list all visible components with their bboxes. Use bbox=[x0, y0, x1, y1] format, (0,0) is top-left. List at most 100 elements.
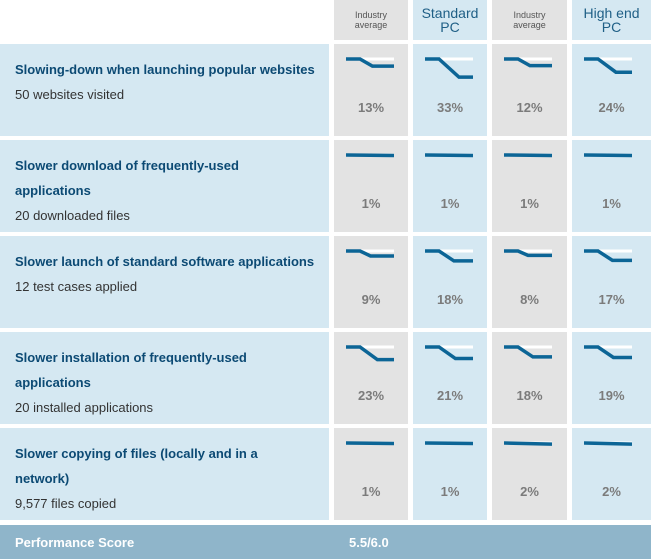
row-label: Slower installation of frequently-used a… bbox=[0, 332, 329, 424]
slowdown-line-icon bbox=[504, 153, 552, 158]
slowdown-line bbox=[504, 57, 552, 68]
row-subtitle: 20 downloaded files bbox=[15, 208, 130, 223]
slowdown-percent: 2% bbox=[520, 484, 539, 499]
slowdown-percent: 13% bbox=[357, 100, 385, 115]
slowdown-line-icon bbox=[425, 249, 473, 263]
table-row: Slowing-down when launching popular webs… bbox=[0, 44, 651, 136]
slowdown-line bbox=[584, 57, 632, 74]
slowdown-line bbox=[425, 345, 473, 361]
slowdown-line-icon bbox=[504, 441, 552, 446]
slowdown-line bbox=[346, 345, 394, 362]
slowdown-line-icon bbox=[584, 345, 632, 360]
slowdown-percent: 8% bbox=[520, 292, 539, 307]
slowdown-line bbox=[425, 441, 473, 446]
slowdown-percent: 1% bbox=[440, 484, 460, 499]
slowdown-percent: 24% bbox=[598, 100, 625, 115]
value-cell: 17% bbox=[572, 236, 651, 328]
row-title: Slower launch of standard software appli… bbox=[15, 254, 315, 269]
header-line: High end bbox=[583, 5, 640, 21]
value-cell: 13% bbox=[334, 44, 408, 136]
slowdown-percent: 23% bbox=[357, 388, 385, 403]
slowdown-line bbox=[584, 345, 632, 360]
slowdown-line bbox=[504, 441, 552, 446]
slowdown-line-icon bbox=[584, 249, 632, 263]
slowdown-percent: 12% bbox=[516, 100, 543, 115]
slowdown-line bbox=[504, 249, 552, 258]
row-title: Slowing-down when launching popular webs… bbox=[15, 62, 315, 77]
row-label: Slowing-down when launching popular webs… bbox=[0, 44, 329, 136]
header-line: average bbox=[354, 20, 388, 30]
value-cell: 1% bbox=[334, 140, 408, 232]
slowdown-line-icon bbox=[584, 57, 632, 74]
slowdown-percent: 1% bbox=[520, 196, 539, 211]
slowdown-line bbox=[346, 57, 394, 68]
value-cell: 18% bbox=[492, 332, 567, 424]
row-label: Slower launch of standard software appli… bbox=[0, 236, 329, 328]
slowdown-line-icon bbox=[504, 249, 552, 258]
value-cell: 8% bbox=[492, 236, 567, 328]
slowdown-line-icon bbox=[584, 153, 632, 158]
slowdown-percent: 1% bbox=[361, 484, 381, 499]
value-cell: 1% bbox=[492, 140, 567, 232]
slowdown-percent: 1% bbox=[361, 196, 381, 211]
value-cell: 2% bbox=[492, 428, 567, 520]
slowdown-line-icon bbox=[346, 441, 394, 446]
slowdown-line-icon bbox=[346, 345, 394, 362]
slowdown-percent: 18% bbox=[516, 388, 543, 403]
slowdown-line bbox=[425, 249, 473, 263]
slowdown-line-icon bbox=[504, 57, 552, 68]
value-cell: 12% bbox=[492, 44, 567, 136]
header-line: Industry bbox=[513, 10, 546, 20]
table-row: Slower download of frequently-used appli… bbox=[0, 140, 651, 232]
slowdown-percent: 1% bbox=[440, 196, 460, 211]
slowdown-percent: 2% bbox=[602, 484, 621, 499]
value-cell: 24% bbox=[572, 44, 651, 136]
slowdown-line-icon bbox=[425, 57, 473, 79]
slowdown-line-icon bbox=[504, 345, 552, 359]
slowdown-line bbox=[584, 153, 632, 158]
header-industry-average-1: Industry average bbox=[334, 0, 408, 40]
row-title: Slower copying of files (locally and in … bbox=[15, 446, 258, 486]
performance-score-bar: Performance Score 5.5/6.0 bbox=[0, 525, 651, 559]
performance-score-label: Performance Score bbox=[15, 535, 135, 550]
slowdown-line-icon bbox=[346, 57, 394, 68]
slowdown-line-icon bbox=[346, 249, 394, 258]
row-subtitle: 9,577 files copied bbox=[15, 496, 117, 511]
value-cell: 1% bbox=[413, 428, 487, 520]
value-cell: 2% bbox=[572, 428, 651, 520]
value-cell: 1% bbox=[413, 140, 487, 232]
slowdown-percent: 33% bbox=[436, 100, 464, 115]
header-industry-average-2: Industry average bbox=[492, 0, 567, 40]
slowdown-line bbox=[346, 441, 394, 446]
row-subtitle: 12 test cases applied bbox=[15, 279, 138, 294]
header-line: PC bbox=[601, 19, 622, 35]
slowdown-line bbox=[504, 153, 552, 158]
value-cell: 23% bbox=[334, 332, 408, 424]
table-row: Slower installation of frequently-used a… bbox=[0, 332, 651, 424]
header-line: PC bbox=[440, 19, 460, 35]
slowdown-line-icon bbox=[425, 345, 473, 361]
header-high-end-pc: High end PC bbox=[572, 0, 651, 40]
row-title: Slower download of frequently-used appli… bbox=[15, 158, 239, 198]
slowdown-line-icon bbox=[584, 441, 632, 446]
slowdown-line bbox=[584, 441, 632, 446]
slowdown-percent: 18% bbox=[436, 292, 464, 307]
performance-score-value: 5.5/6.0 bbox=[349, 535, 389, 550]
header-line: Industry bbox=[354, 10, 387, 20]
slowdown-line bbox=[346, 153, 394, 158]
table-row: Slower launch of standard software appli… bbox=[0, 236, 651, 328]
slowdown-percent: 17% bbox=[598, 292, 625, 307]
value-cell: 21% bbox=[413, 332, 487, 424]
slowdown-line-icon bbox=[425, 153, 473, 158]
row-label: Slower copying of files (locally and in … bbox=[0, 428, 329, 520]
slowdown-line bbox=[504, 345, 552, 359]
row-subtitle: 50 websites visited bbox=[15, 87, 125, 102]
slowdown-percent: 1% bbox=[602, 196, 621, 211]
slowdown-percent: 9% bbox=[361, 292, 381, 307]
slowdown-line bbox=[346, 249, 394, 258]
header-line: average bbox=[513, 20, 546, 30]
slowdown-line-icon bbox=[346, 153, 394, 158]
row-label: Slower download of frequently-used appli… bbox=[0, 140, 329, 232]
value-cell: 9% bbox=[334, 236, 408, 328]
row-subtitle: 20 installed applications bbox=[15, 400, 154, 415]
